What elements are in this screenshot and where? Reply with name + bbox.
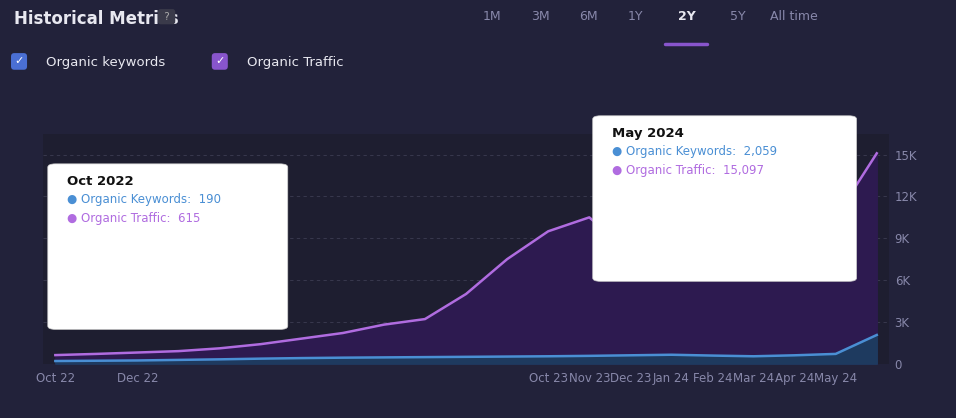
Text: 6M: 6M (578, 10, 598, 23)
Text: 3M: 3M (531, 10, 550, 23)
Text: May 2024: May 2024 (612, 127, 684, 140)
Text: ● Organic Traffic:  15,097: ● Organic Traffic: 15,097 (612, 164, 764, 177)
Text: Organic Traffic: Organic Traffic (247, 56, 343, 69)
Text: ● Organic Traffic:  615: ● Organic Traffic: 615 (67, 212, 201, 225)
Text: ✓: ✓ (14, 56, 24, 66)
Text: ● Organic Keywords:  2,059: ● Organic Keywords: 2,059 (612, 145, 777, 158)
Text: 1Y: 1Y (628, 10, 643, 23)
Text: Organic keywords: Organic keywords (46, 56, 165, 69)
Text: 1M: 1M (483, 10, 502, 23)
Text: Historical Metrics: Historical Metrics (14, 10, 179, 28)
Text: 5Y: 5Y (730, 10, 746, 23)
Text: All time: All time (770, 10, 817, 23)
Text: ?: ? (161, 12, 173, 22)
Text: Oct 2022: Oct 2022 (67, 175, 134, 188)
Text: ✓: ✓ (215, 56, 225, 66)
Text: ● Organic Keywords:  190: ● Organic Keywords: 190 (67, 193, 221, 206)
Text: 2Y: 2Y (678, 10, 695, 23)
